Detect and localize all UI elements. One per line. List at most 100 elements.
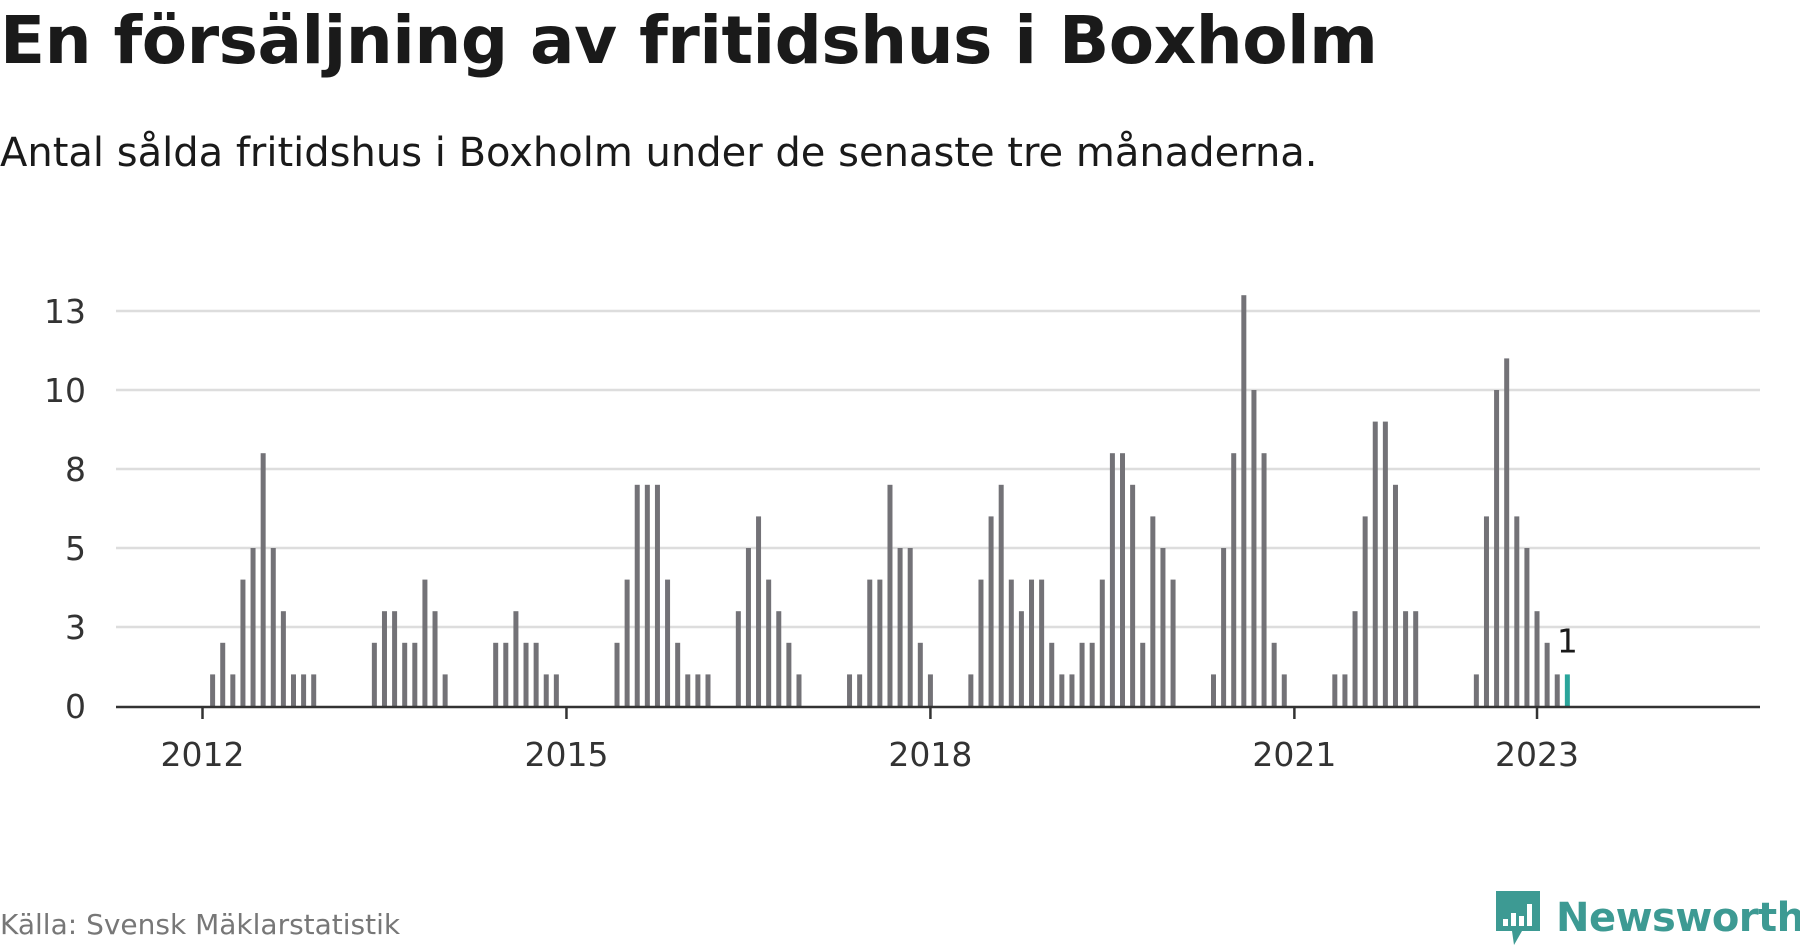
bar [776,611,782,706]
chart-subtitle: Antal sålda fritidshus i Boxholm under d… [0,130,1318,176]
bar [270,548,276,706]
bar [1049,642,1055,706]
bar [1403,611,1409,706]
bar [907,548,913,706]
x-tick-label: 2023 [1495,735,1579,774]
bar [1008,579,1014,706]
y-tick-label: 10 [44,371,86,410]
bar [290,674,296,706]
bar [1140,642,1146,706]
bar [1382,421,1388,706]
x-tick-label: 2021 [1252,735,1336,774]
bar [665,579,671,706]
bar [695,674,701,706]
bar [675,642,681,706]
bar [867,579,873,706]
bar [897,548,903,706]
x-tick-label: 2018 [888,735,972,774]
bar [1029,579,1035,706]
bar [250,548,256,706]
bar [311,674,317,706]
bar [1524,548,1530,706]
bar [1534,611,1540,706]
bar-latest [1564,674,1570,706]
bar [210,674,216,706]
bar [1109,453,1115,706]
bar [543,674,549,706]
bar [1362,516,1368,706]
bar [493,642,499,706]
bar [1261,453,1267,706]
bar [857,674,863,706]
bar [756,516,762,706]
bar [877,579,883,706]
bar [1271,642,1277,706]
bar [513,611,519,706]
bar [766,579,772,706]
bar [260,453,266,706]
y-tick-label: 0 [65,687,86,726]
bar [1332,674,1338,706]
bar [1039,579,1045,706]
bar [1514,516,1520,706]
bar [1079,642,1085,706]
bar [503,642,509,706]
bar [917,642,923,706]
bar [412,642,418,706]
x-tick-label: 2012 [161,735,245,774]
bar [1059,674,1065,706]
bar [705,674,711,706]
bar [1221,548,1227,706]
bar [1504,358,1510,706]
latest-value-label: 1 [1557,621,1578,660]
bar [230,674,236,706]
bar [1372,421,1378,706]
brand-name: Newsworthy [1556,895,1800,941]
bar [1089,642,1095,706]
bar [1483,516,1489,706]
bar [968,674,974,706]
bar [533,642,539,706]
bar-chart: 0 3 5 8 10 13 2012 2015 2018 2021 2023 1 [44,292,1760,774]
bar [796,674,802,706]
newsworthy-logo-icon [1496,891,1540,945]
bar [381,611,387,706]
bar [847,674,853,706]
bar [392,611,398,706]
bar [1150,516,1156,706]
bar [624,579,630,706]
bar [402,642,408,706]
bar [1099,579,1105,706]
bar [1160,548,1166,706]
bar [1069,674,1075,706]
bar [442,674,448,706]
y-tick-label: 8 [65,450,86,489]
bar [1130,484,1136,706]
bar [1120,453,1126,706]
bar [1554,674,1560,706]
bar [1392,484,1398,706]
bar [786,642,792,706]
bar [301,674,307,706]
y-tick-label: 3 [65,608,86,647]
bar [685,674,691,706]
bar [1544,642,1550,706]
bar [614,642,620,706]
bar [1231,453,1237,706]
bar [1352,611,1358,706]
bar [1494,390,1500,706]
bar [654,484,660,706]
bar [1473,674,1479,706]
x-tick-label: 2015 [524,735,608,774]
bar [1170,579,1176,706]
bar [1251,390,1257,706]
bar [927,674,933,706]
y-tick-label: 5 [65,529,86,568]
bar [280,611,286,706]
bar [240,579,246,706]
source-note: Källa: Svensk Mäklarstatistik [0,908,401,941]
bar [220,642,226,706]
bar [1281,674,1287,706]
bar [887,484,893,706]
bar [422,579,428,706]
